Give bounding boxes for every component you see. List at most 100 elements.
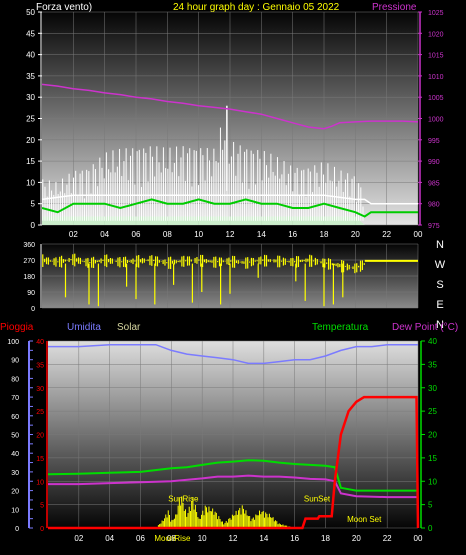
rain-tick-label: 25 [36,409,44,416]
humidity-tick-label: 10 [11,507,19,514]
temperature-tick-label: 15 [428,454,437,463]
wind-gust-median-line [41,194,418,205]
direction-tick-label: 90 [27,290,35,297]
humidity-tick-label: 100 [7,339,19,346]
humidity-tick-label: 0 [15,526,19,533]
temperature-label: Temperatura [312,322,369,333]
rain-tick-label: 30 [36,386,44,393]
pressure-label: Pressione [372,2,417,13]
wind-pressure-panel: 0510152025303540455097598098599099510001… [26,8,444,239]
wind-tick-label-x: 20 [351,230,360,239]
rain-tick-label: 5 [40,503,44,510]
wind-tick-label-x: 06 [132,230,141,239]
temperature-tick-label: 0 [428,524,433,533]
rain-tick-label: 35 [36,362,44,369]
bottom-tick-label-x: 02 [74,534,83,543]
pressure-line [41,83,419,130]
bottom-tick-label-x: 06 [136,534,145,543]
annotation-moonset: Moon Set [347,515,382,524]
temperature-tick-label: 30 [428,384,437,393]
bottom-tick-label-x: 18 [321,534,330,543]
pressure-tick-label: 980 [428,202,440,209]
rain-tick-label: 15 [36,456,44,463]
direction-tick-label: 0 [31,306,35,313]
humidity-tick-label: 30 [11,470,19,477]
pressure-tick-label: 975 [428,223,440,230]
annotation-sunset: SunSet [304,495,331,504]
temperature-tick-label: 35 [428,360,437,369]
wind-tick-label-y: 25 [26,115,35,124]
wind-tick-label-x: 04 [100,230,109,239]
solar-bars [156,496,295,528]
pressure-tick-label: 990 [428,159,440,166]
annotation-moonrise: MoonRise [154,534,191,543]
compass-letter: E [436,299,443,311]
humidity-line [48,343,418,365]
rain-line [48,395,420,530]
wind-tick-label-x: 08 [163,230,172,239]
wind-tick-label-x: 14 [257,230,266,239]
dewpoint-line [48,474,418,499]
temperature-tick-label: 20 [428,431,437,440]
rain-tick-label: 0 [40,526,44,533]
wind-tick-label-x: 12 [226,230,235,239]
pressure-tick-label: 1025 [428,10,444,17]
pressure-tick-label: 1020 [428,31,444,38]
wind-tick-label-x: 02 [69,230,78,239]
wind-gust-bars [42,107,364,221]
wind-tick-label-y: 10 [26,178,35,187]
humidity-tick-label: 80 [11,376,19,383]
humidity-tick-label: 70 [11,395,19,402]
wind-tick-label-x: 00 [414,230,423,239]
direction-trace [42,253,365,274]
temperature-tick-label: 10 [428,477,437,486]
bottom-tick-label-x: 16 [290,534,299,543]
humidity-tick-label: 50 [11,433,19,440]
humidity-tick-label: 60 [11,414,19,421]
rain-humidity-temp-panel: 02 04 06 08 10 12 14 16 18 20 22 000102030405060708… [7,337,437,543]
rain-tick-label: 40 [36,339,44,346]
humidity-tick-label: 90 [11,358,19,365]
bottom-tick-label-x: 00 [414,534,423,543]
solar-label: Solar [117,322,141,333]
wind-speed-label: Forza vento) [36,2,92,13]
pressure-tick-label: 1000 [428,117,444,124]
compass-letter: W [435,259,446,271]
wind-tick-label-y: 20 [26,136,35,145]
wind-tick-label-x: 22 [382,230,391,239]
temperature-tick-label: 40 [428,337,437,346]
wind-tick-label-y: 50 [26,8,35,17]
wind-tick-label-x: 10 [194,230,203,239]
rain-label: Pioggia [0,322,34,333]
temperature-tick-label: 5 [428,501,433,510]
direction-tick-label: 270 [23,258,35,265]
bottom-tick-label-x: 22 [383,534,392,543]
humidity-tick-label: 20 [11,489,19,496]
annotation-sunrise: SunRise [168,495,199,504]
rain-tick-label: 10 [36,479,44,486]
wind-tick-label-y: 45 [26,29,35,38]
wind-tick-label-y: 30 [26,93,35,102]
wind-tick-label-y: 5 [31,200,36,209]
bottom-tick-label-x: 08 [167,534,176,543]
compass-letter: N [436,319,444,331]
bottom-tick-label-x: 12 [229,534,238,543]
pressure-tick-label: 1015 [428,53,444,60]
wind-average-line [41,198,418,218]
dewpoint-label: Dew Point (°C) [392,322,458,333]
pressure-tick-label: 995 [428,138,440,145]
pressure-tick-label: 985 [428,180,440,187]
humidity-tick-label: 40 [11,451,19,458]
bottom-tick-label-x: 20 [352,534,361,543]
compass-letter: S [436,279,443,291]
chart-title: 24 hour graph day : Gennaio 05 2022 [173,2,340,13]
wind-tick-label-x: 16 [288,230,297,239]
wind-tick-label-y: 0 [31,221,36,230]
temperature-line [47,459,418,492]
wind-tick-label-y: 40 [26,51,35,60]
wind-tick-label-y: 35 [26,72,35,81]
compass-letter: N [436,239,444,251]
bottom-tick-label-x: 04 [105,534,114,543]
